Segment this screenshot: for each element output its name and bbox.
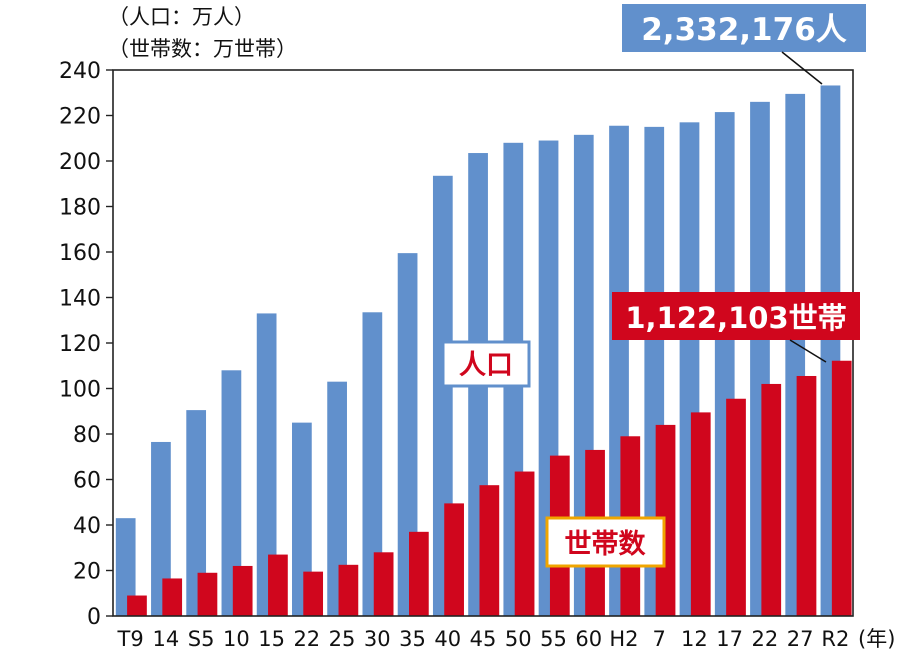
x-tick-label: S5 bbox=[188, 627, 215, 651]
x-tick-label: T9 bbox=[117, 627, 144, 651]
y-tick-label: 40 bbox=[73, 514, 101, 539]
unit-label-households: （世帯数：万世帯） bbox=[108, 37, 297, 61]
y-tick-label: 140 bbox=[59, 287, 101, 312]
plot-frame bbox=[112, 69, 854, 617]
population-bar bbox=[221, 370, 242, 616]
population-bar bbox=[151, 441, 171, 616]
household-bar bbox=[796, 375, 817, 616]
y-tick-label: 20 bbox=[73, 560, 101, 585]
population-callout-box bbox=[622, 4, 866, 52]
x-tick-label: 55 bbox=[540, 627, 567, 651]
household-bar bbox=[197, 572, 218, 616]
population-bar bbox=[256, 313, 277, 616]
x-tick-label: 40 bbox=[434, 627, 461, 651]
x-tick-label: H2 bbox=[609, 627, 638, 651]
population-bar bbox=[327, 381, 347, 616]
x-tick-label: 22 bbox=[752, 627, 779, 651]
household-bar bbox=[268, 554, 288, 616]
household-bar bbox=[303, 571, 324, 616]
population-legend-box bbox=[441, 340, 531, 388]
x-tick-label: 7 bbox=[653, 627, 666, 651]
household-bar bbox=[726, 398, 746, 616]
household-bar bbox=[831, 360, 852, 616]
household-bar bbox=[338, 564, 359, 616]
x-tick-label: 22 bbox=[293, 627, 320, 651]
x-tick-label: 60 bbox=[575, 627, 602, 651]
x-tick-label: 30 bbox=[364, 627, 391, 651]
household-callout-box bbox=[612, 292, 860, 340]
x-axis-unit: (年) bbox=[858, 627, 895, 651]
population-bar bbox=[397, 253, 418, 616]
population-bar bbox=[186, 410, 207, 616]
x-tick-label: 27 bbox=[787, 627, 814, 651]
population-bar bbox=[362, 312, 383, 616]
population-legend-label: 人口 bbox=[459, 350, 513, 381]
population-callout-pointer bbox=[781, 51, 823, 85]
household-legend-box bbox=[545, 516, 666, 568]
household-callout-pointer bbox=[789, 339, 827, 363]
y-tick-label: 220 bbox=[59, 105, 101, 130]
population-callout-text: 2,332,176人 bbox=[641, 12, 847, 48]
household-bar bbox=[690, 412, 711, 616]
household-bar bbox=[409, 531, 429, 616]
unit-label-population: （人口：万人） bbox=[108, 5, 255, 29]
population-bar bbox=[292, 422, 312, 616]
x-tick-label: 25 bbox=[329, 627, 356, 651]
household-legend-label: 世帯数 bbox=[565, 528, 647, 560]
y-tick-label: 180 bbox=[59, 196, 101, 221]
household-bar bbox=[514, 471, 535, 616]
x-tick-label: 14 bbox=[152, 627, 179, 651]
y-tick-label: 60 bbox=[73, 469, 101, 494]
household-bar bbox=[127, 595, 147, 616]
household-bar bbox=[479, 485, 500, 616]
x-tick-label: 12 bbox=[681, 627, 708, 651]
x-tick-label: 50 bbox=[505, 627, 532, 651]
x-tick-label: 45 bbox=[470, 627, 497, 651]
population-bar bbox=[115, 518, 136, 616]
household-bar bbox=[232, 565, 253, 616]
y-tick-label: 120 bbox=[59, 332, 101, 357]
x-tick-label: 17 bbox=[716, 627, 743, 651]
y-tick-label: 80 bbox=[73, 423, 101, 448]
household-callout-text: 1,122,103世帯 bbox=[625, 301, 846, 335]
y-tick-label: 160 bbox=[59, 241, 101, 266]
y-tick-label: 0 bbox=[87, 605, 101, 630]
household-bar bbox=[373, 552, 394, 616]
x-tick-label: 15 bbox=[258, 627, 285, 651]
x-tick-label: R2 bbox=[821, 627, 849, 651]
y-tick-label: 100 bbox=[59, 378, 101, 403]
household-bar bbox=[761, 383, 782, 616]
x-tick-label: 10 bbox=[223, 627, 250, 651]
household-bar bbox=[444, 503, 464, 616]
y-tick-label: 200 bbox=[59, 150, 101, 175]
x-tick-label: 35 bbox=[399, 627, 426, 651]
household-bar bbox=[655, 424, 676, 616]
y-tick-label: 240 bbox=[59, 59, 101, 84]
household-bar bbox=[162, 578, 183, 616]
